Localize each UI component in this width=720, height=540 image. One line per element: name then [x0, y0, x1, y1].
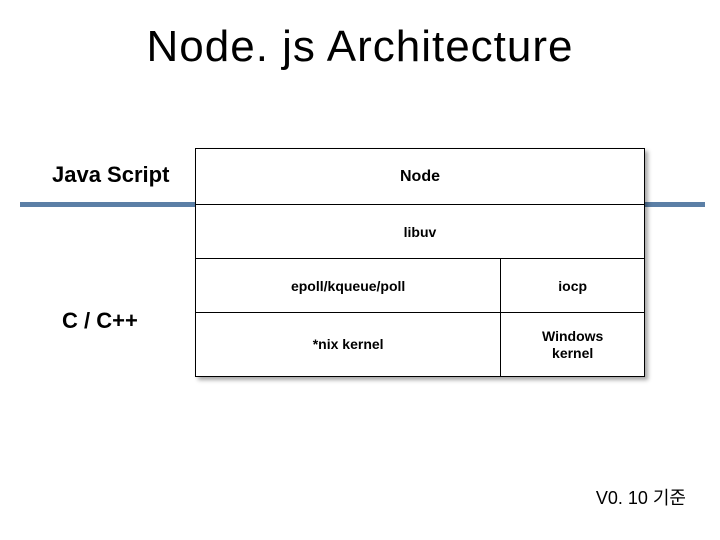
cell-epoll: epoll/kqueue/poll	[196, 259, 501, 313]
footer-version: V0. 10 기준	[596, 484, 686, 510]
cell-nix-kernel: *nix kernel	[196, 313, 501, 377]
architecture-table: Node libuv epoll/kqueue/poll iocp *nix k…	[195, 148, 645, 377]
cell-libuv: libuv	[196, 205, 645, 259]
label-javascript: Java Script	[52, 162, 169, 188]
slide: Node. js Architecture Java Script C / C+…	[0, 0, 720, 540]
page-title: Node. js Architecture	[0, 22, 720, 72]
label-c-cpp: C / C++	[62, 308, 138, 334]
row-mechanism: epoll/kqueue/poll iocp	[196, 259, 645, 313]
cell-windows-kernel: Windows kernel	[501, 313, 645, 377]
row-kernel: *nix kernel Windows kernel	[196, 313, 645, 377]
arch-table: Node libuv epoll/kqueue/poll iocp *nix k…	[195, 148, 645, 377]
win-kernel-line2: kernel	[552, 345, 593, 361]
cell-node: Node	[196, 149, 645, 205]
row-node: Node	[196, 149, 645, 205]
row-libuv: libuv	[196, 205, 645, 259]
win-kernel-line1: Windows	[542, 328, 603, 344]
cell-iocp: iocp	[501, 259, 645, 313]
